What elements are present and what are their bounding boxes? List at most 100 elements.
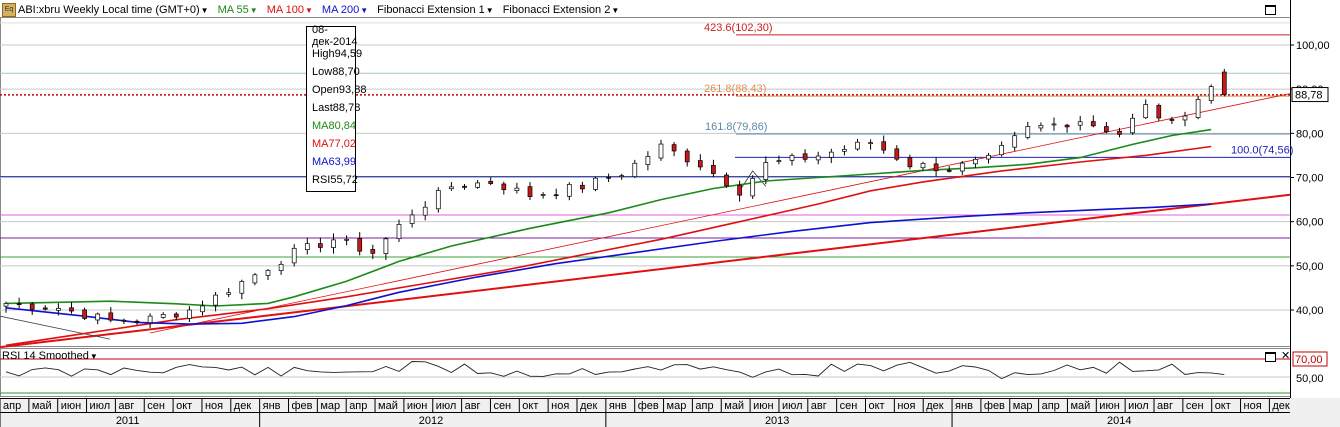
month-label: мар: [1013, 400, 1033, 412]
moving-average-ma55: [5, 128, 1212, 307]
close-rsi-pane-icon[interactable]: ✕: [1281, 350, 1291, 362]
candle-body: [160, 314, 166, 318]
candle-body: [894, 148, 900, 160]
month-label: апр: [1042, 400, 1060, 412]
chart-toolbar: Eq ABI:xbru Weekly Local time (GMT+0) ▼ M…: [0, 2, 628, 18]
candle-body: [121, 319, 127, 322]
month-label: ноя: [551, 400, 569, 412]
month-label: июн: [753, 400, 773, 412]
candle-body: [291, 247, 297, 264]
info-value: 88,78: [332, 102, 361, 114]
y-tick-label: 80,00: [1296, 128, 1324, 140]
candle-body: [999, 145, 1004, 156]
month-label: апр: [695, 400, 713, 412]
fib-anchor-line: [0, 315, 111, 340]
candle-body: [1117, 130, 1122, 135]
maximize-price-pane-icon[interactable]: [1265, 5, 1276, 15]
info-row-ma55: MA 80,84: [307, 117, 357, 135]
candle-body: [789, 155, 795, 161]
fib-level-label: 261.8(88,43): [704, 83, 766, 95]
info-key: High: [312, 48, 335, 60]
candle-body: [828, 151, 834, 158]
dropdown-arrow-icon: ▼: [305, 5, 313, 15]
y-tick-label: 60,00: [1296, 217, 1324, 229]
maximize-rsi-pane-icon[interactable]: [1265, 352, 1276, 362]
ohlc-info-box: 08-дек-2014 High 94,59 Low 88,70 Open 93,88…: [306, 24, 366, 192]
month-label: дек: [926, 400, 944, 412]
candle-body: [331, 239, 336, 248]
info-key: MA: [312, 156, 329, 168]
rsi-pane-title[interactable]: RSI 14 Smoothed ▼: [2, 350, 98, 362]
candle-body: [737, 184, 742, 196]
indicator-label: MA 55: [217, 4, 249, 16]
month-label: июн: [1099, 400, 1119, 412]
month-label: фев: [638, 400, 659, 412]
month-label: окт: [522, 400, 538, 412]
candle-body: [606, 176, 611, 179]
rsi-mid-label: 50,00: [1296, 373, 1324, 385]
info-value: 80,84: [328, 120, 357, 132]
info-row-ma200: MA 63,99: [307, 153, 357, 171]
candle-body: [1051, 123, 1057, 126]
indicator-ma200[interactable]: MA 200 ▼: [322, 4, 368, 16]
candle-body: [1182, 115, 1188, 121]
candle-body: [3, 303, 9, 307]
candle-body: [344, 238, 349, 241]
candle-body: [383, 238, 389, 254]
candle-body: [108, 312, 114, 321]
dropdown-arrow-icon: ▼: [89, 351, 98, 361]
month-label: дек: [1272, 400, 1290, 412]
candle-body: [724, 174, 729, 187]
fib-level-label: 100.0(74,56): [1231, 144, 1293, 156]
info-value: 63,99: [328, 156, 357, 168]
candle-body: [658, 143, 664, 159]
candle-body: [593, 177, 598, 190]
candle-body: [357, 237, 363, 252]
candle-body: [422, 206, 428, 216]
month-label: дек: [580, 400, 598, 412]
year-label: 2013: [765, 415, 789, 427]
last-price-label: 88,78: [1295, 90, 1323, 102]
candle-body: [514, 187, 520, 191]
month-label: мар: [320, 400, 340, 412]
month-label: май: [724, 400, 744, 412]
y-tick-label: 50,00: [1296, 261, 1324, 273]
month-label: ноя: [897, 400, 915, 412]
candle-body: [815, 155, 821, 161]
candle-body: [750, 178, 756, 197]
y-tick-label: 40,00: [1296, 305, 1324, 317]
indicator-ma100[interactable]: MA 100 ▼: [267, 4, 313, 16]
candle-body: [802, 153, 808, 160]
indicator-ma55[interactable]: MA 55 ▼: [218, 4, 258, 16]
candle-body: [632, 162, 638, 177]
dropdown-arrow-icon: ▼: [200, 5, 209, 15]
year-label: 2011: [116, 415, 140, 427]
trendline-short: [149, 93, 1291, 334]
month-label: май: [378, 400, 398, 412]
candle-body: [986, 154, 991, 160]
instrument-logo-icon: Eq: [2, 3, 16, 17]
month-label: авг: [118, 400, 134, 412]
dropdown-arrow-icon: ▼: [485, 5, 494, 15]
indicator-fib-ext-1[interactable]: Fibonacci Extension 1 ▼: [377, 4, 494, 16]
month-label: сен: [147, 400, 165, 412]
month-label: апр: [3, 400, 21, 412]
dropdown-arrow-icon: ▼: [249, 5, 258, 15]
info-value: 94,59: [334, 48, 363, 60]
candle-body: [1090, 121, 1096, 127]
info-row-high: High 94,59: [307, 45, 362, 63]
indicator-fib-ext-2[interactable]: Fibonacci Extension 2 ▼: [503, 4, 620, 16]
indicator-label: MA 200: [321, 4, 360, 16]
month-label: окт: [1215, 400, 1231, 412]
candle-body: [370, 249, 376, 254]
fib-level-label: 161.8(79,86): [705, 121, 767, 133]
month-label: дек: [234, 400, 252, 412]
candle-body: [973, 158, 978, 165]
symbol-selector[interactable]: ABI:xbru Weekly Local time (GMT+0) ▼: [18, 4, 209, 16]
info-value: 55,72: [330, 174, 358, 186]
candle-body: [134, 320, 140, 323]
candle-body: [580, 184, 585, 190]
candle-body: [763, 162, 769, 180]
candle-body: [553, 194, 559, 197]
